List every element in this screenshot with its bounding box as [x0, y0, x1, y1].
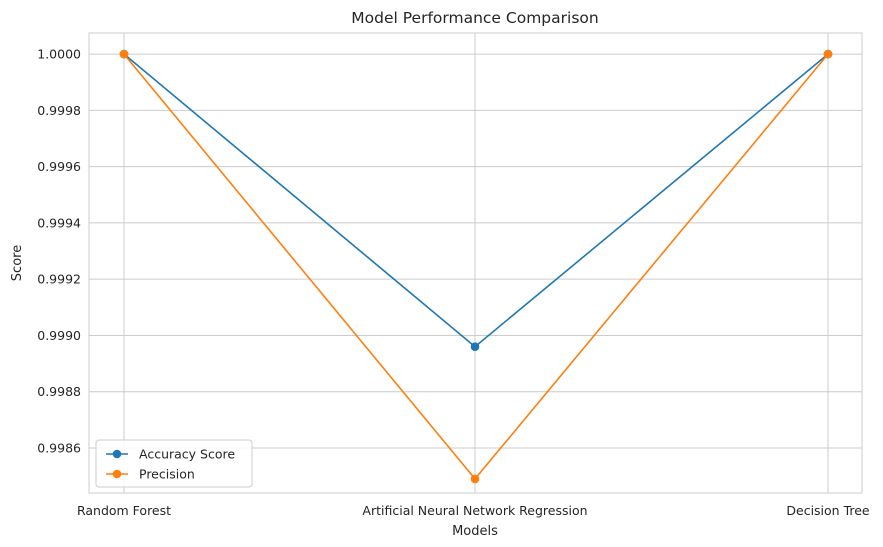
series-line-accuracy-score	[123, 53, 829, 348]
legend-label: Accuracy Score	[139, 447, 235, 462]
data-point	[823, 49, 833, 59]
legend-marker	[112, 449, 122, 459]
legend-box	[95, 439, 253, 488]
y-tick-label: 0.9998	[37, 103, 81, 118]
plot-frame	[88, 32, 863, 494]
legend-marker	[112, 469, 122, 479]
x-tick-label: Decision Tree	[786, 503, 870, 518]
chart-title: Model Performance Comparison	[351, 9, 598, 27]
y-axis-label: Score	[10, 245, 25, 281]
data-point	[470, 342, 480, 352]
x-tick-label: Artificial Neural Network Regression	[362, 503, 587, 518]
x-tick-label: Random Forest	[77, 503, 171, 518]
y-tick-label: 0.9996	[37, 159, 81, 174]
data-point	[470, 474, 480, 484]
grid	[89, 33, 862, 493]
y-tick-label: 1.0000	[37, 47, 81, 62]
x-axis-label: Models	[452, 524, 498, 539]
series-layer	[119, 49, 833, 484]
y-tick-label: 0.9988	[37, 384, 81, 399]
y-tick-label: 0.9990	[37, 328, 81, 343]
legend: Accuracy Score Precision	[95, 439, 253, 488]
legend-label: Precision	[139, 467, 195, 482]
y-tick-label: 0.9986	[37, 440, 81, 455]
y-tick-label: 0.9994	[37, 215, 81, 230]
series-line-precision	[123, 53, 829, 481]
y-tick-label: 0.9992	[37, 272, 81, 287]
y-tick-labels: 0.9986 0.9988 0.9990 0.9992 0.9994 0.9996 0.99…	[37, 47, 81, 456]
x-tick-labels: Random Forest Artificial Neural Network R…	[77, 503, 870, 518]
data-point	[119, 49, 129, 59]
